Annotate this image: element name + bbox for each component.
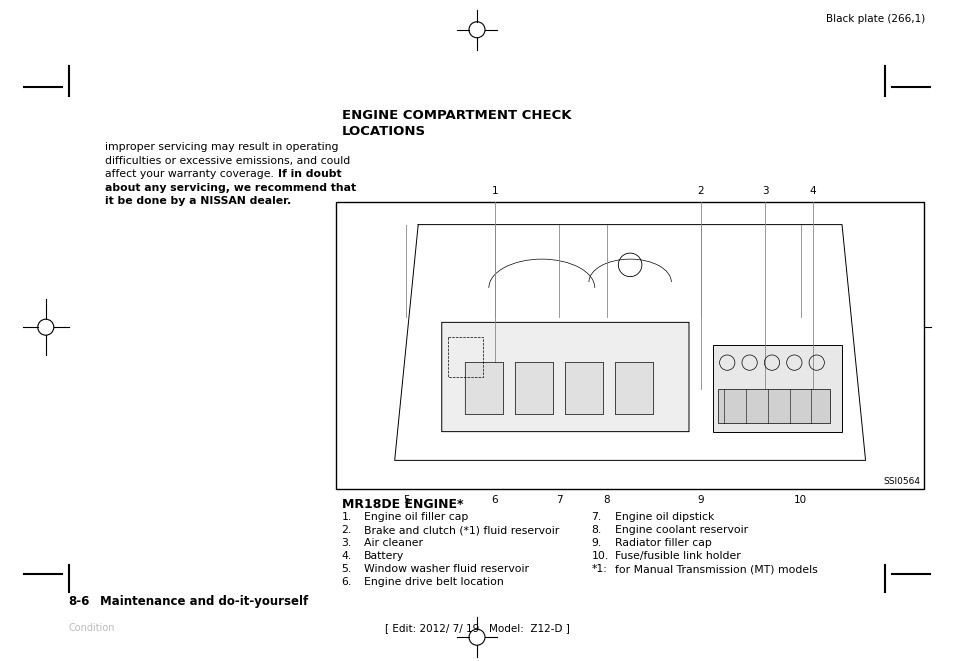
Text: 9.: 9.	[591, 538, 601, 548]
Text: 8.: 8.	[591, 525, 601, 535]
Text: difficulties or excessive emissions, and could: difficulties or excessive emissions, and…	[105, 155, 350, 166]
Text: 2.: 2.	[341, 525, 352, 535]
Text: 10: 10	[794, 495, 806, 505]
Text: 7.: 7.	[591, 512, 601, 522]
Text: 9: 9	[697, 495, 703, 505]
Text: Air cleaner: Air cleaner	[363, 538, 422, 548]
Text: Engine coolant reservoir: Engine coolant reservoir	[615, 525, 748, 535]
FancyBboxPatch shape	[465, 363, 503, 414]
Text: *1:: *1:	[591, 564, 607, 574]
Bar	[447, 336, 482, 377]
Text: it be done by a NISSAN dealer.: it be done by a NISSAN dealer.	[105, 196, 291, 206]
Text: Window washer fluid reservoir: Window washer fluid reservoir	[363, 564, 528, 574]
Text: 1: 1	[491, 186, 497, 196]
Text: Black plate (266,1): Black plate (266,1)	[825, 13, 924, 24]
Text: Maintenance and do-it-yourself: Maintenance and do-it-yourself	[100, 595, 308, 608]
Text: Engine oil filler cap: Engine oil filler cap	[363, 512, 467, 522]
Text: 6: 6	[491, 495, 497, 505]
Text: 5: 5	[403, 495, 410, 505]
Text: [ Edit: 2012/ 7/ 19   Model:  Z12-D ]: [ Edit: 2012/ 7/ 19 Model: Z12-D ]	[384, 623, 569, 633]
Text: Fuse/fusible link holder: Fuse/fusible link holder	[615, 551, 740, 561]
FancyBboxPatch shape	[615, 363, 653, 414]
Text: Engine oil dipstick: Engine oil dipstick	[615, 512, 714, 522]
Text: about any servicing, we recommend that: about any servicing, we recommend that	[105, 182, 355, 192]
Bar	[335, 202, 923, 489]
FancyBboxPatch shape	[565, 363, 603, 414]
Text: 10.: 10.	[591, 551, 608, 561]
FancyBboxPatch shape	[441, 323, 688, 432]
Text: LOCATIONS: LOCATIONS	[341, 125, 425, 138]
Text: Radiator filler cap: Radiator filler cap	[615, 538, 712, 548]
Text: 3.: 3.	[341, 538, 352, 548]
Text: 8: 8	[602, 495, 609, 505]
Text: MR18DE ENGINE*: MR18DE ENGINE*	[341, 498, 462, 512]
Text: 3: 3	[761, 186, 768, 196]
Text: Battery: Battery	[363, 551, 403, 561]
Text: ENGINE COMPARTMENT CHECK: ENGINE COMPARTMENT CHECK	[341, 109, 571, 122]
Text: 1.: 1.	[341, 512, 352, 522]
Text: SSI0564: SSI0564	[882, 477, 920, 486]
Text: 4.: 4.	[341, 551, 352, 561]
Text: improper servicing may result in operating: improper servicing may result in operati…	[105, 142, 338, 152]
Bar	[718, 389, 829, 423]
Text: Engine drive belt location: Engine drive belt location	[363, 577, 503, 587]
Text: affect your warranty coverage.: affect your warranty coverage.	[105, 169, 274, 179]
Bar	[712, 345, 841, 432]
Text: 7: 7	[556, 495, 562, 505]
Text: 6.: 6.	[341, 577, 352, 587]
Polygon shape	[395, 225, 864, 461]
Text: Brake and clutch (*1) fluid reservoir: Brake and clutch (*1) fluid reservoir	[363, 525, 558, 535]
Text: for Manual Transmission (MT) models: for Manual Transmission (MT) models	[615, 564, 818, 574]
Text: Condition: Condition	[69, 623, 115, 633]
Text: 5.: 5.	[341, 564, 352, 574]
Text: 4: 4	[808, 186, 815, 196]
Text: If in doubt: If in doubt	[277, 169, 341, 179]
Text: 2: 2	[697, 186, 703, 196]
FancyBboxPatch shape	[515, 363, 553, 414]
Text: 8-6: 8-6	[69, 595, 90, 608]
